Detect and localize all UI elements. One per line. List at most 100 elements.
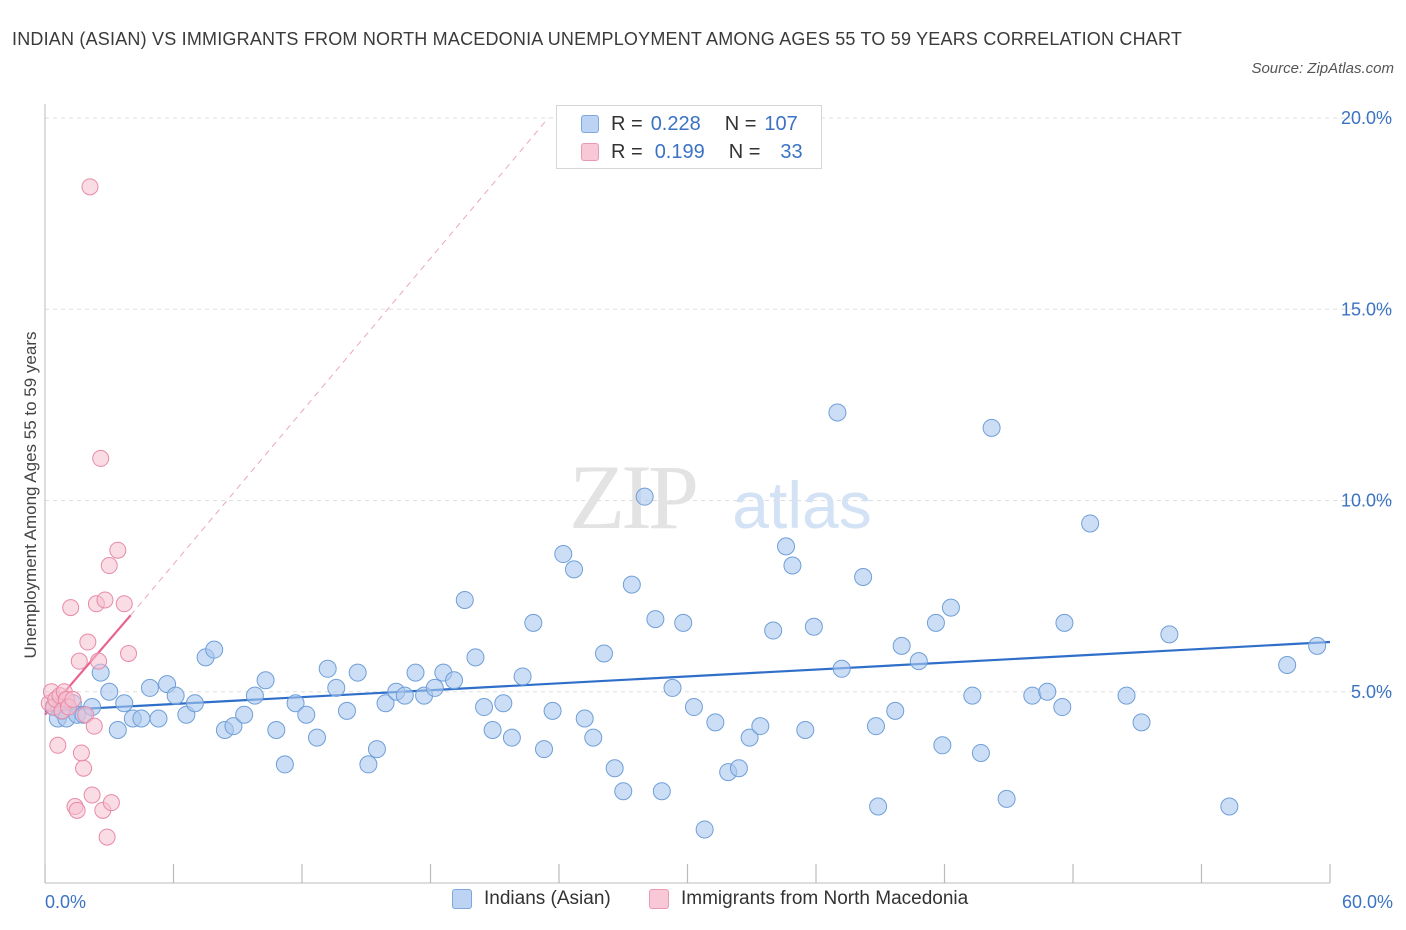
data-points (40, 178, 1327, 846)
data-point-indians (359, 755, 378, 774)
data-point-macedonia (92, 449, 110, 467)
data-point-indians (622, 575, 641, 594)
chart-title: INDIAN (ASIAN) VS IMMIGRANTS FROM NORTH … (12, 29, 1183, 49)
data-point-macedonia (98, 828, 116, 846)
data-point-indians (866, 717, 885, 736)
data-point-indians (869, 797, 888, 816)
data-point-macedonia (81, 178, 99, 196)
data-point-macedonia (120, 645, 138, 662)
data-point-indians (997, 789, 1016, 808)
watermark-zip: ZIP (569, 446, 696, 548)
data-point-indians (646, 610, 665, 629)
data-point-macedonia (72, 744, 90, 762)
data-point-macedonia (77, 706, 95, 724)
data-point-indians (327, 678, 346, 697)
y-tick-label: 20.0% (1341, 108, 1392, 128)
data-point-indians (804, 617, 823, 636)
data-point-indians (751, 717, 770, 736)
data-point-indians (297, 705, 316, 724)
data-point-indians (594, 644, 613, 663)
data-point-indians (971, 743, 990, 762)
tick-labels: 5.0% 10.0% 15.0% 20.0% 0.0% 60.0% (45, 108, 1393, 912)
data-point-indians (318, 659, 337, 678)
data-point-indians (543, 701, 562, 720)
data-point-indians (663, 678, 682, 697)
legend-swatch-pink (581, 143, 599, 161)
data-point-indians (256, 671, 275, 690)
data-point-macedonia (115, 595, 133, 613)
legend-n-value: 33 (780, 140, 803, 163)
data-point-indians (783, 556, 802, 575)
data-point-indians (494, 694, 513, 713)
correlation-legend: R = 0.228 N = 107 R = 0.199 N = 33 (556, 105, 822, 169)
data-point-indians (963, 686, 982, 705)
y-tick-label: 5.0% (1351, 682, 1392, 702)
data-point-indians (1308, 636, 1327, 655)
data-point-indians (729, 759, 748, 778)
legend-swatch-pink (649, 889, 669, 909)
data-point-macedonia (70, 652, 88, 670)
data-point-indians (1132, 713, 1151, 732)
data-point-macedonia (102, 794, 120, 812)
data-point-indians (695, 820, 714, 839)
source-credit: Source: ZipAtlas.com (1251, 60, 1394, 77)
axes (44, 104, 1331, 884)
data-point-macedonia (79, 633, 97, 651)
data-point-macedonia (85, 717, 103, 735)
data-point-indians (337, 701, 356, 720)
data-point-indians (524, 613, 543, 632)
data-point-indians (777, 537, 796, 556)
legend-n-label: N = (728, 140, 761, 163)
data-point-indians (205, 640, 224, 659)
data-point-indians (926, 613, 945, 632)
series-legend: Indians (Asian) Immigrants from North Ma… (0, 888, 1406, 916)
data-point-indians (115, 694, 134, 713)
data-point-indians (267, 721, 286, 739)
data-point-indians (502, 728, 521, 747)
data-point-indians (445, 671, 464, 690)
data-point-macedonia (49, 736, 67, 754)
data-point-indians (764, 621, 783, 640)
data-point-indians (886, 701, 905, 720)
legend-item-macedonia: Immigrants from North Macedonia (649, 888, 968, 910)
data-point-indians (941, 598, 960, 617)
data-point-indians (584, 728, 603, 747)
data-point-indians (1160, 625, 1179, 644)
data-point-indians (1278, 655, 1297, 674)
data-point-indians (674, 613, 693, 632)
data-point-indians (854, 568, 873, 586)
legend-r-label: R = (611, 140, 643, 163)
legend-item-indians: Indians (Asian) (452, 888, 611, 910)
data-point-indians (535, 740, 554, 759)
data-point-indians (635, 487, 654, 506)
data-point-indians (140, 678, 159, 697)
x-tick-label: 0.0% (45, 892, 86, 912)
data-point-indians (1038, 682, 1057, 701)
trend-line-indians (44, 640, 1331, 712)
legend-r-value: 0.228 (650, 112, 701, 135)
data-point-indians (614, 782, 633, 801)
data-point-indians (166, 686, 185, 705)
data-point-indians (1023, 686, 1042, 705)
data-point-indians (554, 545, 573, 564)
data-point-indians (348, 663, 367, 682)
data-point-indians (982, 418, 1001, 437)
data-point-indians (909, 652, 928, 671)
x-tick-label: 60.0% (1342, 892, 1393, 912)
data-point-macedonia (100, 557, 118, 575)
data-point-indians (1117, 686, 1136, 705)
y-tick-label: 10.0% (1341, 491, 1392, 511)
legend-row-macedonia: R = 0.199 N = 33 (581, 140, 803, 164)
data-point-indians (564, 560, 583, 579)
data-point-indians (1055, 613, 1074, 632)
data-point-indians (100, 682, 119, 701)
watermark-atlas: atlas (732, 468, 871, 542)
data-point-macedonia (62, 599, 80, 617)
data-point-indians (796, 721, 815, 739)
y-axis-label: Unemployment Among Ages 55 to 59 years (21, 332, 40, 659)
data-point-macedonia (75, 759, 93, 777)
data-point-indians (132, 709, 151, 728)
data-point-indians (367, 740, 386, 759)
data-point-macedonia (109, 541, 127, 559)
